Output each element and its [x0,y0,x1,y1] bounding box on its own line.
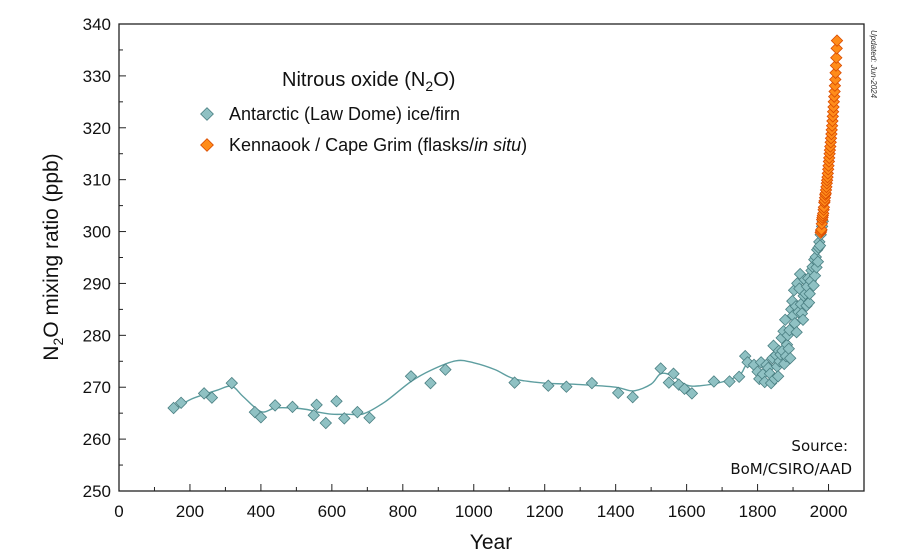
antarctic-data-point [685,387,699,400]
x-tick-label: 1200 [526,502,564,521]
y-tick-label: 280 [83,326,111,345]
antarctic-data-point [167,401,180,415]
series-cape-grim-points [814,34,844,239]
series-antarctic-points [167,214,830,430]
antarctic-data-point [782,342,796,356]
antarctic-data-point [268,399,282,412]
antarctic-data-point [783,351,797,365]
x-tick-label: 400 [247,502,275,521]
antarctic-data-point [771,370,785,383]
antarctic-data-point [585,376,599,390]
antarctic-data-point [174,396,188,410]
antarctic-data-point [404,370,418,383]
x-tick-label: 1000 [455,502,493,521]
cape-grim-data-point [829,73,842,86]
legend-marker-antarctic [200,107,214,121]
cape-grim-data-point [830,42,843,55]
cape-grim-data-point [829,59,843,72]
antarctic-data-point [286,400,299,414]
updated-label: Updated: Jun-2024 [869,30,878,99]
legend: Nitrous oxide (N2O) Antarctic (Law Dome)… [200,69,527,155]
trend-line [173,42,838,416]
source-line-1: Source: [791,437,848,455]
x-tick-label: 200 [176,502,204,521]
antarctic-data-point [560,380,573,393]
antarctic-data-point [723,375,736,388]
cape-grim-data-point [830,34,844,47]
antarctic-data-point [363,411,376,425]
antarctic-data-point [508,376,521,389]
y-tick-label: 260 [83,430,111,449]
antarctic-data-point [225,376,239,390]
antarctic-data-point [307,408,321,422]
y-tick-label: 270 [83,378,111,397]
antarctic-data-point [803,287,816,301]
antarctic-data-point [778,313,792,327]
antarctic-data-point [205,391,219,404]
antarctic-data-point [667,367,680,380]
y-tick-label: 290 [83,274,111,293]
x-tick-label: 1800 [739,502,777,521]
antarctic-data-point [790,325,803,339]
cape-grim-data-point [830,51,843,64]
x-axis: 0 200 400 600 800 1000 1200 1400 1600 1800 2000 [114,484,847,521]
antarctic-data-point [807,279,820,292]
legend-label-cape-grim: Kennaook / Cape Grim (flasks/in situ) [229,135,527,155]
x-tick-label: 2000 [810,502,848,521]
y-axis-title: N2O mixing ratio (ppb) [40,153,66,360]
antarctic-data-point [707,375,721,388]
cape-grim-data-point [829,66,842,80]
antarctic-data-point [796,313,810,327]
antarctic-data-point [802,296,816,309]
x-tick-label: 1400 [597,502,635,521]
x-axis-title: Year [470,531,512,554]
y-tick-label: 320 [83,119,111,138]
antarctic-data-point [197,387,211,400]
antarctic-data-point [542,379,555,392]
antarctic-data-point [654,362,667,375]
antarctic-data-point [611,386,625,400]
x-tick-label: 0 [114,502,123,521]
y-tick-label: 250 [83,482,111,501]
antarctic-data-point [732,370,746,384]
antarctic-data-point [811,255,825,268]
antarctic-data-point [626,390,639,404]
legend-label-antarctic: Antarctic (Law Dome) ice/firn [229,104,460,124]
legend-marker-cape-grim [200,138,214,152]
x-tick-label: 1600 [668,502,706,521]
y-axis: 250 260 270 280 290 300 310 320 330 340 [83,15,126,501]
antarctic-data-point [813,239,827,252]
source-line-2: BoM/CSIRO/AAD [730,460,852,478]
x-tick-label: 600 [318,502,346,521]
y-tick-label: 340 [83,15,111,34]
antarctic-data-point [808,269,822,282]
y-tick-label: 300 [83,223,111,242]
x-tick-label: 800 [389,502,417,521]
antarctic-data-point [678,382,691,396]
plot-frame [118,23,865,492]
antarctic-data-point [424,376,437,390]
antarctic-data-point [254,411,268,424]
antarctic-data-point [662,376,676,389]
antarctic-data-point [439,363,452,376]
y-tick-label: 310 [83,171,111,190]
antarctic-data-point [319,416,333,430]
antarctic-data-point [330,394,343,408]
legend-title: Nitrous oxide (N2O) [282,69,455,94]
antarctic-data-point [338,412,351,425]
antarctic-data-point [351,405,364,419]
y-tick-label: 330 [83,67,111,86]
antarctic-data-point [310,398,323,412]
